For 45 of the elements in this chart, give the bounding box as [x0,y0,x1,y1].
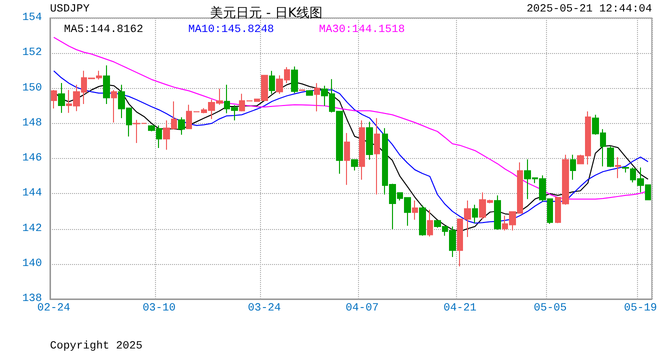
y-tick-label: 144 [22,188,42,200]
y-tick-label: 154 [22,12,42,24]
y-tick-label: 140 [22,258,42,270]
candlestick [412,200,418,220]
candlestick [622,166,629,174]
text: USDJPY [50,4,90,16]
text: MA30:144.1518 [319,24,405,36]
text: MA5:144.8162 [64,24,144,36]
y-tick-label: 152 [22,47,42,60]
y-tick-label: 142 [22,222,42,235]
candlestick [306,90,313,96]
candlestick [494,194,501,230]
candlestick [103,64,110,105]
chart-title: 美元日元 - 日K线图 [210,5,322,21]
candlestick [570,154,576,180]
candlestick [344,132,350,186]
text: MA10:145.8248 [188,24,274,36]
y-tick-label: 150 [22,82,42,94]
x-tick-label: 02-24 [37,302,71,314]
candlestick [427,209,433,237]
x-tick-label: 05-05 [534,302,567,314]
text: 2025-05-21 12:44:04 [526,4,652,16]
x-tick-label: 04-07 [346,302,379,314]
y-tick-label: 146 [22,152,42,164]
x-tick-label: 04-21 [443,302,477,314]
candlestick [111,90,117,123]
candlestick [58,82,65,114]
candlestick [351,158,358,171]
candlestick [314,82,320,112]
candlestick [269,70,275,94]
x-tick-label: 03-10 [142,302,176,314]
x-tick-label: 05-19 [624,302,658,314]
candlestick [359,120,365,180]
y-tick-label: 148 [22,117,42,130]
text: Copyright 2025 [50,340,142,352]
candlestick [366,121,373,160]
candlestick [472,204,478,224]
candlestick [419,204,426,236]
candlestick [607,146,614,168]
candlestick [615,156,621,179]
candlestick [374,118,380,196]
candlestick [178,116,185,136]
candlestick [51,90,57,109]
x-tick-label: 03-24 [248,302,282,314]
candlestick [291,66,298,94]
